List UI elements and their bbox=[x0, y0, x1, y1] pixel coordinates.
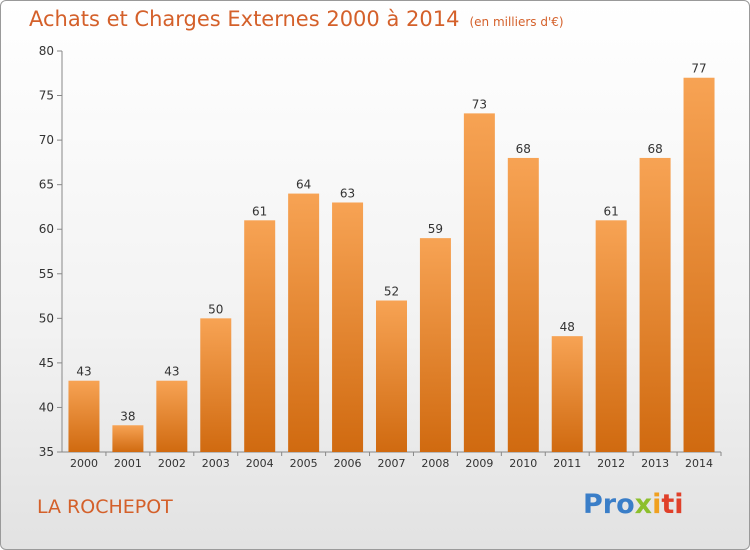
y-tick-label: 35 bbox=[39, 445, 54, 459]
x-tick-label: 2007 bbox=[378, 457, 406, 470]
data-label: 61 bbox=[604, 204, 619, 218]
data-label: 68 bbox=[647, 142, 662, 156]
bar-chart: 35 40 45 50 55 60 65 70 75 80 2000 2001 2002 2003 2004… bbox=[39, 44, 722, 470]
y-tick-label: 75 bbox=[39, 89, 54, 103]
data-label: 68 bbox=[516, 142, 531, 156]
bar bbox=[419, 238, 451, 452]
x-tick-label: 2009 bbox=[465, 457, 493, 470]
bar bbox=[200, 318, 232, 452]
y-tick-label: 80 bbox=[39, 44, 54, 58]
y-tick-label: 65 bbox=[39, 178, 54, 192]
city-name: LA ROCHEPOT bbox=[37, 496, 173, 518]
x-tick-label: 2006 bbox=[334, 457, 362, 470]
y-tick-label: 50 bbox=[39, 311, 54, 325]
proxiti-logo: Proxiti bbox=[583, 489, 684, 520]
logo-part-2: x bbox=[634, 489, 653, 520]
chart-title: Achats et Charges Externes 2000 à 2014 (e… bbox=[29, 7, 564, 31]
data-label: 73 bbox=[472, 97, 487, 111]
data-label: 59 bbox=[428, 222, 443, 236]
x-tick-label: 2010 bbox=[509, 457, 537, 470]
bar bbox=[463, 113, 495, 452]
data-label: 63 bbox=[340, 186, 355, 200]
logo-part-4: ti bbox=[661, 489, 684, 520]
x-tick-label: 2003 bbox=[202, 457, 230, 470]
y-tick-label: 45 bbox=[39, 356, 54, 370]
bar bbox=[507, 157, 539, 452]
data-label: 43 bbox=[76, 365, 91, 379]
axis-layer: 35 40 45 50 55 60 65 70 75 80 2000 2001 2002 2003 2004… bbox=[39, 44, 722, 470]
x-tick-label: 2000 bbox=[70, 457, 98, 470]
data-label: 48 bbox=[560, 320, 575, 334]
data-label: 38 bbox=[120, 409, 135, 423]
x-tick-label: 2014 bbox=[685, 457, 713, 470]
x-tick-label: 2001 bbox=[114, 457, 142, 470]
x-tick-label: 2004 bbox=[246, 457, 274, 470]
bar bbox=[288, 193, 320, 453]
data-label: 50 bbox=[208, 302, 223, 316]
data-label: 61 bbox=[252, 204, 267, 218]
y-tick-label: 55 bbox=[39, 267, 54, 281]
chart-title-text: Achats et Charges Externes 2000 à 2014 bbox=[29, 7, 460, 31]
x-tick-label: 2005 bbox=[290, 457, 318, 470]
bar bbox=[156, 380, 188, 452]
chart-subtitle: (en milliers d'€) bbox=[469, 15, 564, 29]
y-tick-label: 70 bbox=[39, 133, 54, 147]
y-tick-label: 60 bbox=[39, 222, 54, 236]
bar bbox=[551, 336, 583, 452]
logo-part-1: Pro bbox=[583, 489, 635, 520]
y-tick-label: 40 bbox=[39, 400, 54, 414]
x-tick-label: 2012 bbox=[597, 457, 625, 470]
data-label: 52 bbox=[384, 285, 399, 299]
x-tick-label: 2011 bbox=[553, 457, 581, 470]
bar bbox=[112, 425, 144, 452]
data-label: 77 bbox=[691, 62, 706, 76]
bar-layer: 43 38 43 50 61 64 63 52 59 73 68 48 61 68 77 bbox=[68, 62, 715, 453]
bar bbox=[68, 380, 100, 452]
x-tick-label: 2008 bbox=[421, 457, 449, 470]
bar bbox=[639, 157, 671, 452]
logo-part-3: i bbox=[652, 489, 662, 520]
bar bbox=[244, 220, 276, 452]
data-label: 64 bbox=[296, 178, 311, 192]
x-tick-label: 2002 bbox=[158, 457, 186, 470]
bar bbox=[332, 202, 364, 452]
bar bbox=[595, 220, 627, 452]
bar bbox=[683, 77, 715, 452]
x-tick-label: 2013 bbox=[641, 457, 669, 470]
bar bbox=[376, 300, 407, 452]
data-label: 43 bbox=[164, 365, 179, 379]
